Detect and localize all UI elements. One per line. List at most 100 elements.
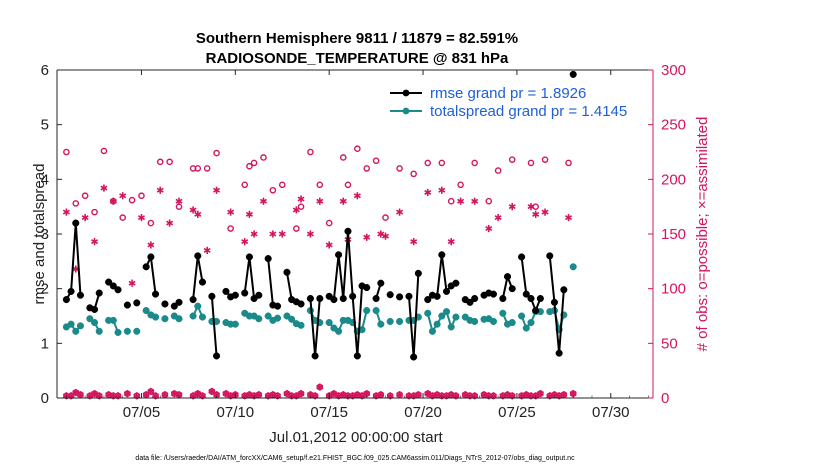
- totalspread-point: [86, 315, 94, 323]
- obs-possible-point: [81, 192, 89, 200]
- totalspread-point: [522, 324, 530, 332]
- obs-assimilated-point: [541, 208, 549, 216]
- obs-assimilated-point: [259, 197, 268, 205]
- totalspread-point: [133, 327, 141, 335]
- rmse-point: [438, 251, 446, 259]
- rmse-point: [377, 279, 385, 287]
- obs-assimilated-bottom-point-stroke: [489, 393, 497, 399]
- rmse-point: [471, 294, 479, 303]
- legend-label: totalspread grand pr = 1.4145: [430, 103, 627, 120]
- obs-assimilated-bottom-point-stroke: [339, 392, 347, 398]
- totalspread-point: [471, 317, 479, 326]
- obs-assimilated-point: [137, 214, 145, 222]
- obs-assimilated-point: [297, 195, 305, 203]
- rmse-point: [189, 296, 197, 304]
- obs-possible-point: [457, 181, 464, 189]
- obs-assimilated-point: [175, 197, 183, 205]
- obs-assimilated-bottom-point-stroke: [452, 393, 460, 399]
- data-file-footnote: data file: /Users/raeder/DAI/ATM_forcXX/…: [135, 455, 575, 462]
- rmse-point: [274, 302, 282, 310]
- obs-assimilated-point: [250, 230, 258, 238]
- obs-assimilated-point: [62, 208, 70, 216]
- obs-assimilated-point-stroke: [410, 239, 418, 245]
- obs-assimilated-point-stroke: [471, 198, 479, 204]
- obs-assimilated-point-stroke: [189, 207, 197, 213]
- obs-assimilated-bottom-point-stroke: [123, 391, 131, 397]
- obs-possible-point: [508, 156, 516, 163]
- rmse-point: [330, 296, 338, 304]
- obs-assimilated-point-stroke: [508, 204, 516, 210]
- obs-assimilated-point: [325, 241, 333, 249]
- rmse-point: [241, 289, 249, 297]
- obs-assimilated-bottom-point-stroke: [504, 392, 512, 398]
- y-right-tick-label: 100: [661, 281, 686, 298]
- y-right-tick-label: 50: [661, 335, 678, 352]
- rmse-point: [142, 263, 150, 271]
- totalspread-point: [264, 312, 272, 320]
- obs-assimilated-point-stroke: [269, 231, 277, 237]
- obs-possible-point: [138, 192, 145, 200]
- obs-assimilated-point-stroke: [166, 220, 174, 226]
- obs-possible-point: [532, 203, 539, 210]
- obs-assimilated-bottom-point-stroke: [198, 393, 206, 399]
- obs-possible-point: [269, 186, 277, 194]
- obs-assimilated-point: [485, 224, 493, 233]
- y-left-tick-label: 2: [41, 281, 49, 298]
- obs-assimilated-point-stroke: [137, 215, 145, 221]
- obs-assimilated-bottom-point-stroke: [152, 393, 160, 399]
- rmse-point: [76, 291, 85, 299]
- obs-assimilated-bottom-point-stroke: [433, 392, 441, 398]
- obs-possible-point: [203, 165, 211, 172]
- rmse-point: [95, 289, 103, 297]
- totalspread-point: [123, 327, 131, 335]
- obs-assimilated-point-stroke: [438, 187, 446, 193]
- rmse-point: [518, 253, 526, 261]
- totalspread-point: [335, 327, 343, 335]
- obs-assimilated-point: [245, 210, 253, 218]
- totalspread-point: [152, 313, 160, 321]
- obs-assimilated-bottom-point-stroke: [114, 393, 122, 399]
- rmse-point: [386, 291, 394, 299]
- rmse-line: [210, 296, 218, 356]
- rmse-point: [194, 252, 202, 260]
- obs-assimilated-point: [353, 192, 361, 200]
- rmse-point: [208, 292, 216, 300]
- totalspread-point: [386, 317, 394, 326]
- totalspread-point: [372, 306, 380, 315]
- totalspread-point: [452, 313, 460, 321]
- obs-assimilated-point: [381, 232, 390, 240]
- y-axis-left-label: rmse and totalspread: [31, 164, 48, 305]
- totalspread-point: [297, 321, 305, 329]
- rmse-point: [489, 290, 497, 298]
- totalspread-point: [67, 320, 75, 328]
- totalspread-point: [442, 308, 451, 316]
- rmse-point: [306, 294, 314, 303]
- obs-assimilated-bottom-point-stroke: [311, 393, 319, 399]
- totalspread-point: [109, 316, 117, 324]
- obs-assimilated-point: [396, 208, 404, 216]
- rmse-point: [175, 298, 183, 306]
- rmse-point: [283, 268, 291, 276]
- obs-assimilated-point-stroke: [447, 239, 455, 245]
- obs-assimilated-point: [100, 184, 108, 192]
- obs-assimilated-point: [316, 197, 324, 205]
- obs-assimilated-point: [410, 238, 418, 246]
- rmse-point: [90, 305, 99, 313]
- obs-assimilated-point-stroke: [81, 215, 89, 221]
- obs-assimilated-point: [119, 192, 127, 200]
- obs-possible-point: [241, 181, 249, 189]
- obs-assimilated-bottom-point-stroke: [414, 392, 422, 398]
- obs-assimilated-bottom-point-stroke: [170, 391, 178, 397]
- y-left-tick-label: 5: [41, 117, 49, 134]
- obs-assimilated-bottom-point-stroke: [245, 392, 253, 398]
- obs-possible-point: [307, 148, 314, 156]
- chart-title: Southern Hemisphere 9811 / 11879 = 82.59…: [196, 30, 518, 47]
- x-tick-label: 07/10: [217, 404, 255, 421]
- rmse-point: [109, 282, 117, 290]
- y-left-tick-label: 6: [41, 62, 49, 79]
- obs-assimilated-point: [339, 197, 347, 205]
- obs-assimilated-point-stroke: [213, 187, 221, 193]
- obs-assimilated-bottom-point-stroke: [461, 392, 469, 398]
- rmse-point: [152, 290, 160, 298]
